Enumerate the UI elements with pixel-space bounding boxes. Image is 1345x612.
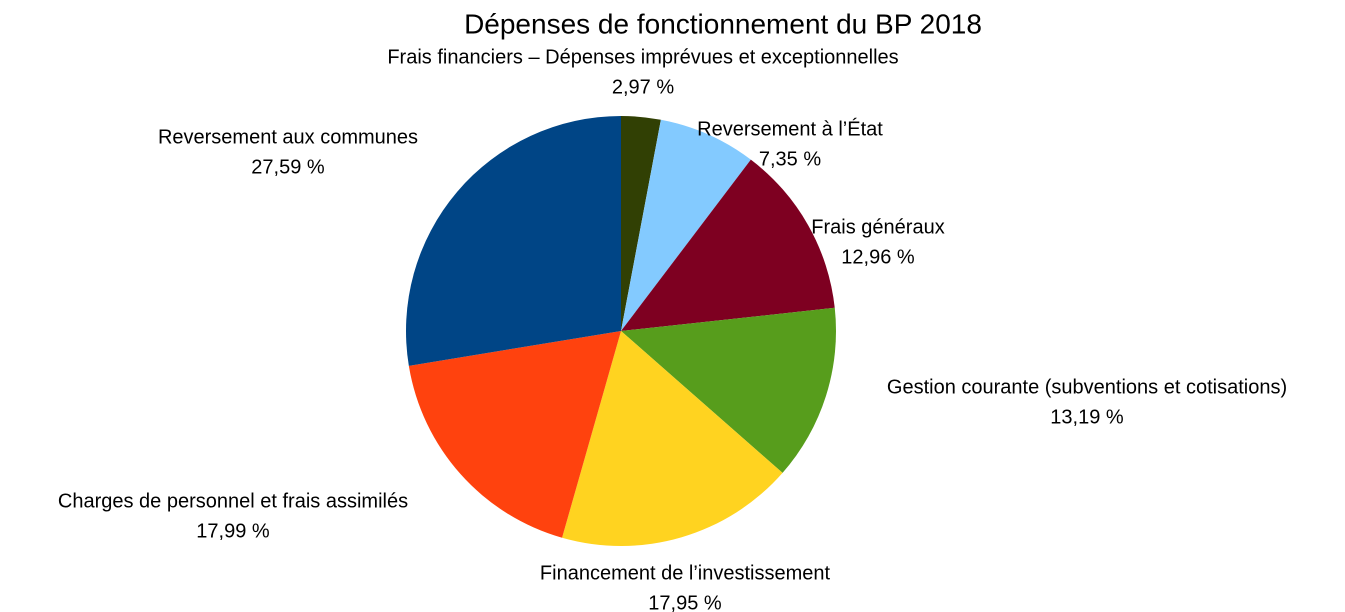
pie-slice <box>408 331 621 538</box>
pie-slice <box>562 331 783 546</box>
slice-label: Frais généraux <box>811 216 944 238</box>
pie-slice <box>621 307 836 473</box>
slice-value-label: 7,35 % <box>759 148 821 170</box>
chart-title: Dépenses de fonctionnement du BP 2018 <box>464 8 982 39</box>
slice-value-label: 2,97 % <box>612 76 674 98</box>
pie-slice <box>621 116 661 331</box>
slice-value-label: 27,59 % <box>251 156 325 178</box>
pie-slice <box>621 159 835 331</box>
slice-label: Charges de personnel et frais assimilés <box>58 490 408 512</box>
pie-slice <box>406 116 621 366</box>
slice-label: Reversement à l’État <box>697 117 883 140</box>
slice-label: Gestion courante (subventions et cotisat… <box>887 376 1287 398</box>
slice-label: Financement de l’investissement <box>540 562 831 584</box>
slice-value-label: 13,19 % <box>1050 406 1124 428</box>
pie-slice <box>621 119 751 332</box>
slice-label: Reversement aux communes <box>158 126 418 148</box>
slice-value-label: 12,96 % <box>841 246 915 268</box>
slice-value-label: 17,99 % <box>196 520 270 542</box>
slice-value-label: 17,95 % <box>648 592 722 612</box>
slice-label: Frais financiers – Dépenses imprévues et… <box>387 46 898 68</box>
